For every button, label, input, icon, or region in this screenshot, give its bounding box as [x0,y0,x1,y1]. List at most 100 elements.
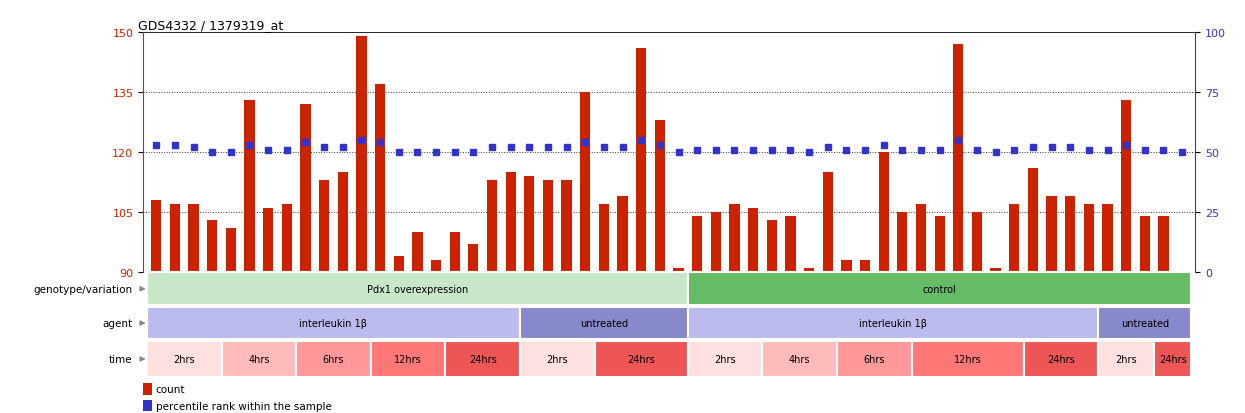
Bar [674,268,684,272]
Bar [147,307,520,339]
Bar [319,180,329,272]
Bar [147,273,687,306]
Text: untreated: untreated [580,318,627,328]
Bar [1047,196,1057,272]
Text: percentile rank within the sample: percentile rank within the sample [156,401,331,411]
Bar [687,307,1098,339]
Bar [543,180,553,272]
Bar [520,307,687,339]
Bar [524,176,534,272]
Bar [730,204,740,272]
Bar [916,204,926,272]
Bar [169,204,181,272]
Bar [1064,196,1076,272]
Bar [356,37,366,272]
Text: genotype/variation: genotype/variation [34,284,133,294]
Bar [599,204,609,272]
Bar [898,212,908,272]
Bar [371,341,446,377]
Bar [1010,204,1020,272]
Bar [143,400,152,411]
Bar [636,49,646,272]
Text: Pdx1 overexpression: Pdx1 overexpression [367,284,468,294]
Bar [972,212,982,272]
Text: control: control [923,284,956,294]
Bar [300,105,310,272]
Text: 24hrs: 24hrs [627,354,655,364]
Bar [692,216,702,272]
Bar [991,268,1001,272]
Bar [1120,101,1132,272]
Bar [595,341,687,377]
Bar [207,220,218,272]
Bar [786,216,796,272]
Bar [151,200,162,272]
Bar [393,256,403,272]
Text: 12hrs: 12hrs [395,354,422,364]
Text: GDS4332 / 1379319_at: GDS4332 / 1379319_at [138,19,283,32]
Bar [468,244,478,272]
Bar [1102,204,1113,272]
Bar [1098,307,1191,339]
Bar [1028,169,1038,272]
Text: interleukin 1β: interleukin 1β [300,318,367,328]
Bar [520,341,595,377]
Bar [860,260,870,272]
Bar [580,93,590,272]
Text: time: time [110,354,133,364]
Bar [748,208,758,272]
Bar [244,101,255,272]
Text: 2hrs: 2hrs [1116,354,1137,364]
Text: 24hrs: 24hrs [469,354,497,364]
Bar [1158,216,1169,272]
Bar [487,180,497,272]
Bar [711,212,721,272]
Bar [837,341,911,377]
Bar [222,341,296,377]
Text: 6hrs: 6hrs [864,354,885,364]
Text: 4hrs: 4hrs [789,354,810,364]
Bar [655,121,665,272]
Bar [879,152,889,272]
Bar [449,232,459,272]
Bar [263,208,274,272]
Bar [618,196,627,272]
Bar [804,268,814,272]
Bar [143,383,152,395]
Bar [225,228,237,272]
Text: interleukin 1β: interleukin 1β [859,318,928,328]
Text: 2hrs: 2hrs [547,354,568,364]
Bar [446,341,520,377]
Bar [1098,341,1154,377]
Bar [1139,216,1150,272]
Bar [431,260,441,272]
Bar [412,232,422,272]
Bar [954,45,964,272]
Bar [188,204,199,272]
Bar [296,341,371,377]
Text: 24hrs: 24hrs [1047,354,1074,364]
Bar [561,180,571,272]
Bar [762,341,837,377]
Bar [1083,204,1094,272]
Bar [687,273,1191,306]
Bar [281,204,291,272]
Text: 12hrs: 12hrs [954,354,981,364]
Bar [823,173,833,272]
Bar [1154,341,1191,377]
Bar [842,260,852,272]
Text: agent: agent [102,318,133,328]
Bar [935,216,945,272]
Text: 24hrs: 24hrs [1159,354,1186,364]
Text: 2hrs: 2hrs [173,354,195,364]
Bar [375,85,385,272]
Text: untreated: untreated [1120,318,1169,328]
Bar [337,173,347,272]
Text: 6hrs: 6hrs [322,354,344,364]
Text: count: count [156,384,186,394]
Bar [147,341,222,377]
Bar [911,341,1023,377]
Bar [505,173,515,272]
Text: 2hrs: 2hrs [715,354,736,364]
Bar [1023,341,1098,377]
